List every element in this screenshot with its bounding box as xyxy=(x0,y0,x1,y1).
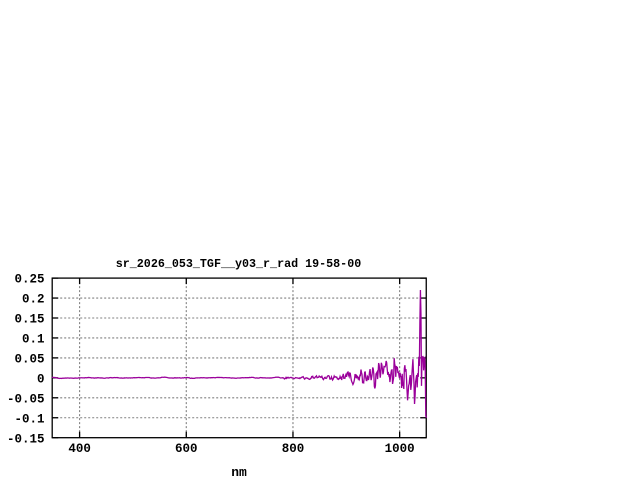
svg-text:600: 600 xyxy=(175,442,198,456)
svg-text:-0.15: -0.15 xyxy=(7,433,45,447)
svg-text:sr_2026_053_TGF__y03_r_rad 19-: sr_2026_053_TGF__y03_r_rad 19-58-00 xyxy=(116,257,361,271)
svg-text:0.1: 0.1 xyxy=(22,333,45,347)
svg-text:0.25: 0.25 xyxy=(14,273,44,287)
svg-text:0: 0 xyxy=(37,373,45,387)
svg-text:800: 800 xyxy=(282,442,305,456)
svg-text:0.05: 0.05 xyxy=(14,353,44,367)
svg-text:400: 400 xyxy=(68,442,91,456)
svg-text:-0.1: -0.1 xyxy=(14,413,44,427)
svg-text:nm: nm xyxy=(231,465,247,480)
svg-text:0.2: 0.2 xyxy=(22,293,45,307)
svg-text:1000: 1000 xyxy=(385,442,415,456)
svg-text:0.15: 0.15 xyxy=(14,313,44,327)
svg-text:-0.05: -0.05 xyxy=(7,393,45,407)
